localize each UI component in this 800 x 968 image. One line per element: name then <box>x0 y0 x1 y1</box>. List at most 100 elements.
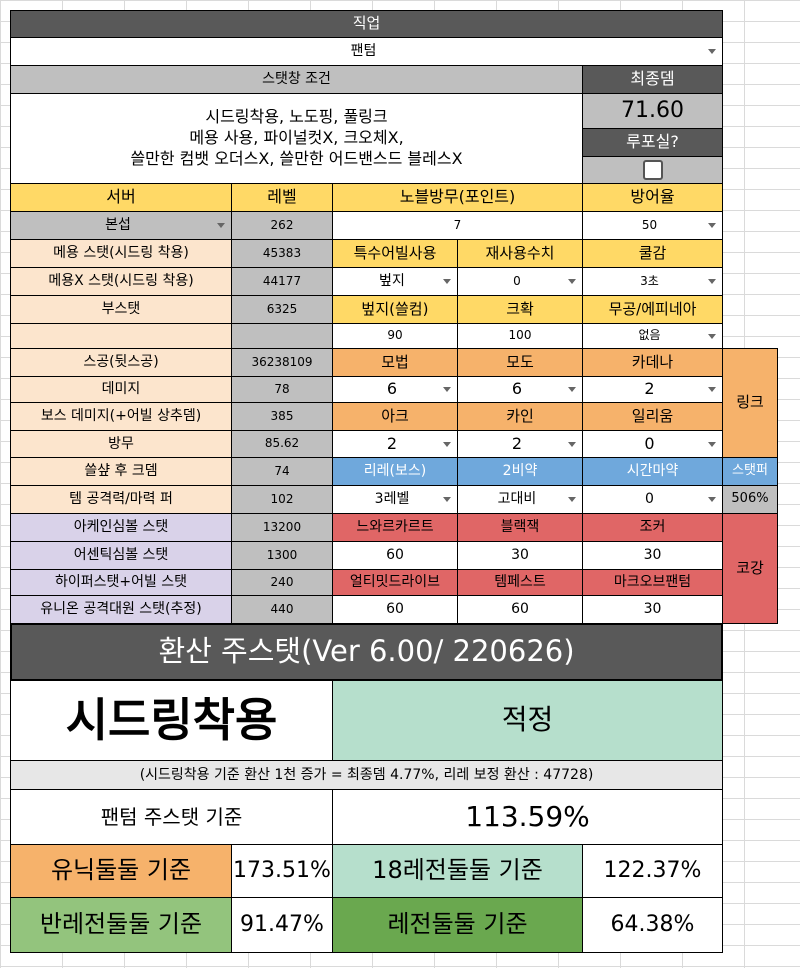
server-header: 서버 <box>10 183 232 212</box>
chevron-down-icon <box>568 279 576 284</box>
stat-row-label: 템 공격력/마력 퍼 <box>10 485 232 514</box>
special-abil-select[interactable]: 벞지 <box>332 267 458 296</box>
symbol-row-value[interactable]: 240 <box>231 569 333 596</box>
symbol-row-value[interactable]: 440 <box>231 595 333 624</box>
chevron-down-icon <box>568 387 576 392</box>
core-skill-value[interactable]: 30 <box>582 595 723 624</box>
special-abil-value: 벞지 <box>379 273 405 290</box>
link-skill-select[interactable]: 2 <box>582 376 723 403</box>
chevron-down-icon <box>708 333 716 339</box>
core-skill-header: 얼티밋드라이브 <box>332 569 458 596</box>
server-select[interactable]: 본섭 <box>10 211 232 240</box>
potion-header: 시간마약 <box>582 457 723 486</box>
final-dmg-value[interactable]: 71.60 <box>582 93 723 129</box>
link-label: 링크 <box>722 348 778 458</box>
link-skill-select[interactable]: 6 <box>457 376 583 403</box>
symbol-row-value[interactable]: 13200 <box>231 513 333 542</box>
chevron-down-icon <box>708 49 716 54</box>
potion-select[interactable]: 3레벨 <box>332 485 458 514</box>
legend18-basis-value: 122.37% <box>582 844 723 898</box>
reuse-value: 0 <box>513 273 521 288</box>
core-skill-value[interactable]: 60 <box>332 541 458 570</box>
link-skill-value: 2 <box>511 433 523 453</box>
crit-value[interactable]: 100 <box>457 323 583 349</box>
stat-row-label: 보스 데미지(+어빌 상추뎀) <box>10 402 232 431</box>
condition-line: 메용 사용, 파이널컷X, 크오체X, <box>189 128 404 148</box>
stat-row-value[interactable]: 74 <box>231 457 333 486</box>
stat-row-label: 메용 스탯(시드링 착용) <box>10 239 232 268</box>
link-skill-header: 카인 <box>457 402 583 431</box>
potion-header: 2비약 <box>457 457 583 486</box>
symbol-row-value[interactable]: 1300 <box>231 541 333 570</box>
condition-line: 쓸만한 컴뱃 오더스X, 쓸만한 어드밴스드 블레스X <box>130 148 463 168</box>
stat-row-value[interactable]: 44177 <box>231 267 333 296</box>
defense-select[interactable]: 50 <box>582 211 723 240</box>
chevron-down-icon <box>708 279 716 284</box>
result-ring-label: 시드링착용 <box>10 680 333 761</box>
potion-select[interactable]: 0 <box>582 485 723 514</box>
core-skill-header: 블랙잭 <box>457 513 583 542</box>
potion-header: 리레(보스) <box>332 457 458 486</box>
legend-basis-label: 레전둘둘 기준 <box>332 897 583 953</box>
lupo-checkbox[interactable] <box>642 160 663 180</box>
stat-row-value[interactable]: 85.62 <box>231 430 333 458</box>
cooldown-select[interactable]: 3초 <box>582 267 723 296</box>
noble-value[interactable]: 7 <box>332 211 583 240</box>
job-header: 직업 <box>10 10 723 38</box>
halflegend-basis-label: 반레전둘둘 기준 <box>10 897 232 953</box>
legend18-basis-label: 18레전둘둘 기준 <box>332 844 583 898</box>
buff-value[interactable]: 90 <box>332 323 458 349</box>
result-note: (시드링착용 기준 환산 1천 증가 = 최종뎀 4.77%, 리레 보정 환산… <box>10 760 723 790</box>
core-skill-value[interactable]: 60 <box>332 595 458 624</box>
defense-header: 방어율 <box>582 183 723 212</box>
job-value: 팬텀 <box>350 43 377 60</box>
condition-line: 시드링착용, 노도핑, 풀링크 <box>205 107 388 127</box>
chevron-down-icon <box>708 441 716 447</box>
stat-row-value[interactable] <box>231 323 333 349</box>
chevron-down-icon <box>708 387 716 392</box>
stat-row-label: 쓸샾 후 크뎀 <box>10 457 232 486</box>
job-select[interactable]: 팬텀 <box>10 37 723 66</box>
link-skill-value: 0 <box>644 433 655 453</box>
stat-row-value[interactable]: 45383 <box>231 239 333 268</box>
cooldown-value: 3초 <box>640 273 659 288</box>
core-skill-value[interactable]: 30 <box>457 541 583 570</box>
link-skill-value: 6 <box>386 379 398 399</box>
stat-row-label: 스공(뒷스공) <box>10 348 232 377</box>
halflegend-basis-value: 91.47% <box>231 897 333 953</box>
lupo-header: 루포실? <box>582 128 723 157</box>
crit-header: 크확 <box>457 295 583 324</box>
core-skill-value[interactable]: 30 <box>582 541 723 570</box>
stat-row-value[interactable]: 385 <box>231 402 333 431</box>
chevron-down-icon <box>568 441 576 447</box>
core-skill-header: 느와르카르트 <box>332 513 458 542</box>
chevron-down-icon <box>708 497 716 502</box>
stat-row-value[interactable]: 36238109 <box>231 348 333 377</box>
stat-row-value[interactable]: 6325 <box>231 295 333 324</box>
stat-window-header: 스탯창 조건 <box>10 65 583 94</box>
link-skill-select[interactable]: 2 <box>332 430 458 458</box>
stat-row-label: 데미지 <box>10 376 232 403</box>
reuse-select[interactable]: 0 <box>457 267 583 296</box>
core-skill-header: 마크오브팬텀 <box>582 569 723 596</box>
stat-window-conditions: 시드링착용, 노도핑, 풀링크 메용 사용, 파이널컷X, 크오체X, 쓸만한 … <box>10 93 583 184</box>
level-value[interactable]: 262 <box>231 211 333 240</box>
link-skill-select[interactable]: 6 <box>332 376 458 403</box>
symbol-row-label: 유니온 공격대원 스탯(추정) <box>10 595 232 624</box>
stat-row-value[interactable]: 78 <box>231 376 333 403</box>
potion-select[interactable]: 고대비 <box>457 485 583 514</box>
weapon-select[interactable]: 없음 <box>582 323 723 349</box>
link-skill-header: 아크 <box>332 402 458 431</box>
core-label: 코강 <box>722 513 778 624</box>
result-status: 적정 <box>332 680 723 761</box>
stat-row-value[interactable]: 102 <box>231 485 333 514</box>
link-skill-select[interactable]: 0 <box>582 430 723 458</box>
core-skill-value[interactable]: 60 <box>457 595 583 624</box>
lupo-cell <box>582 156 723 184</box>
defense-value: 50 <box>641 217 658 232</box>
noble-header: 노블방무(포인트) <box>332 183 583 212</box>
level-header: 레벨 <box>231 183 333 212</box>
link-skill-header: 카데나 <box>582 348 723 377</box>
link-skill-select[interactable]: 2 <box>457 430 583 458</box>
buff-header: 벞지(쓸컴) <box>332 295 458 324</box>
